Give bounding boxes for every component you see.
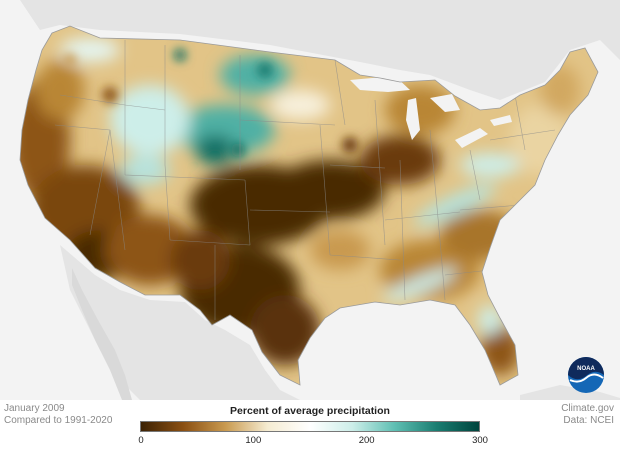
cuba-land bbox=[520, 385, 620, 400]
credit-data: Data: NCEI bbox=[563, 415, 614, 426]
credit-source: Climate.gov bbox=[561, 403, 614, 414]
mexico-land bbox=[60, 245, 300, 400]
precipitation-map bbox=[0, 0, 620, 400]
legend-tick-label: 0 bbox=[138, 435, 144, 446]
legend-color-bar bbox=[140, 421, 480, 432]
baja-peninsula bbox=[72, 268, 132, 400]
map-area: NOAA bbox=[0, 0, 620, 400]
noaa-logo-text: NOAA bbox=[577, 366, 595, 372]
map-caption: January 2009 Compared to 1991-2020 bbox=[4, 403, 112, 427]
map-credits: Climate.gov Data: NCEI bbox=[561, 403, 614, 427]
state-borders bbox=[54, 40, 556, 320]
legend-tick-label: 200 bbox=[358, 435, 375, 446]
caption-baseline: Compared to 1991-2020 bbox=[4, 415, 113, 426]
canada-land bbox=[0, 0, 620, 100]
us-outline bbox=[19, 25, 599, 386]
legend-title: Percent of average precipitation bbox=[230, 405, 390, 417]
legend-tick-label: 100 bbox=[245, 435, 262, 446]
noaa-logo: NOAA bbox=[568, 357, 604, 393]
caption-period: January 2009 bbox=[4, 403, 65, 414]
legend-tick-label: 300 bbox=[472, 435, 488, 446]
